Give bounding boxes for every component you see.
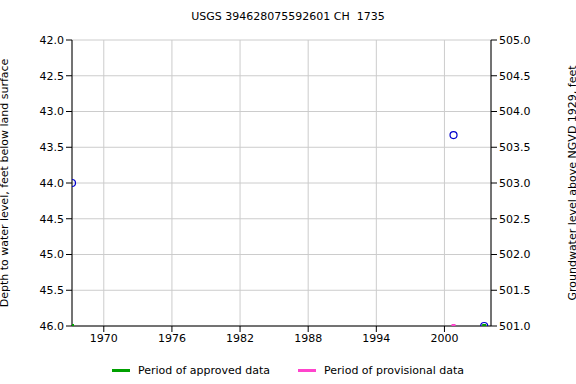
svg-text:501.5: 501.5 xyxy=(499,284,531,297)
svg-text:1982: 1982 xyxy=(226,332,254,345)
svg-text:45.0: 45.0 xyxy=(40,248,65,261)
svg-text:42.0: 42.0 xyxy=(40,34,65,47)
svg-text:1994: 1994 xyxy=(362,332,390,345)
svg-text:Depth to water level, feet bel: Depth to water level, feet below land su… xyxy=(8,58,11,307)
svg-text:43.5: 43.5 xyxy=(40,141,65,154)
svg-text:501.0: 501.0 xyxy=(499,320,531,333)
svg-text:504.5: 504.5 xyxy=(499,70,531,83)
svg-text:1970: 1970 xyxy=(90,332,118,345)
svg-text:44.5: 44.5 xyxy=(40,213,65,226)
svg-text:2000: 2000 xyxy=(430,332,458,345)
svg-text:45.5: 45.5 xyxy=(40,284,65,297)
svg-text:1988: 1988 xyxy=(294,332,322,345)
html-text:Period of provisional data: Period of provisional data xyxy=(324,364,465,377)
svg-text:Groundwater level above NGVD 1: Groundwater level above NGVD 1929, feet xyxy=(566,65,568,301)
svg-text:504.0: 504.0 xyxy=(499,105,531,118)
svg-text:1976: 1976 xyxy=(158,332,186,345)
html-text:Period of approved data: Period of approved data xyxy=(137,364,271,377)
html-text:USGS 394628075592601 CH 1735: USGS 394628075592601 CH 1735 xyxy=(191,10,385,23)
svg-text:44.0: 44.0 xyxy=(40,177,65,190)
svg-text:46.0: 46.0 xyxy=(40,320,65,333)
svg-text:43.0: 43.0 xyxy=(40,105,65,118)
svg-text:502.5: 502.5 xyxy=(499,213,531,226)
svg-text:505.0: 505.0 xyxy=(499,34,531,47)
svg-text:503.0: 503.0 xyxy=(499,177,531,190)
svg-text:502.0: 502.0 xyxy=(499,248,531,261)
svg-text:42.5: 42.5 xyxy=(40,70,65,83)
svg-text:503.5: 503.5 xyxy=(499,141,531,154)
